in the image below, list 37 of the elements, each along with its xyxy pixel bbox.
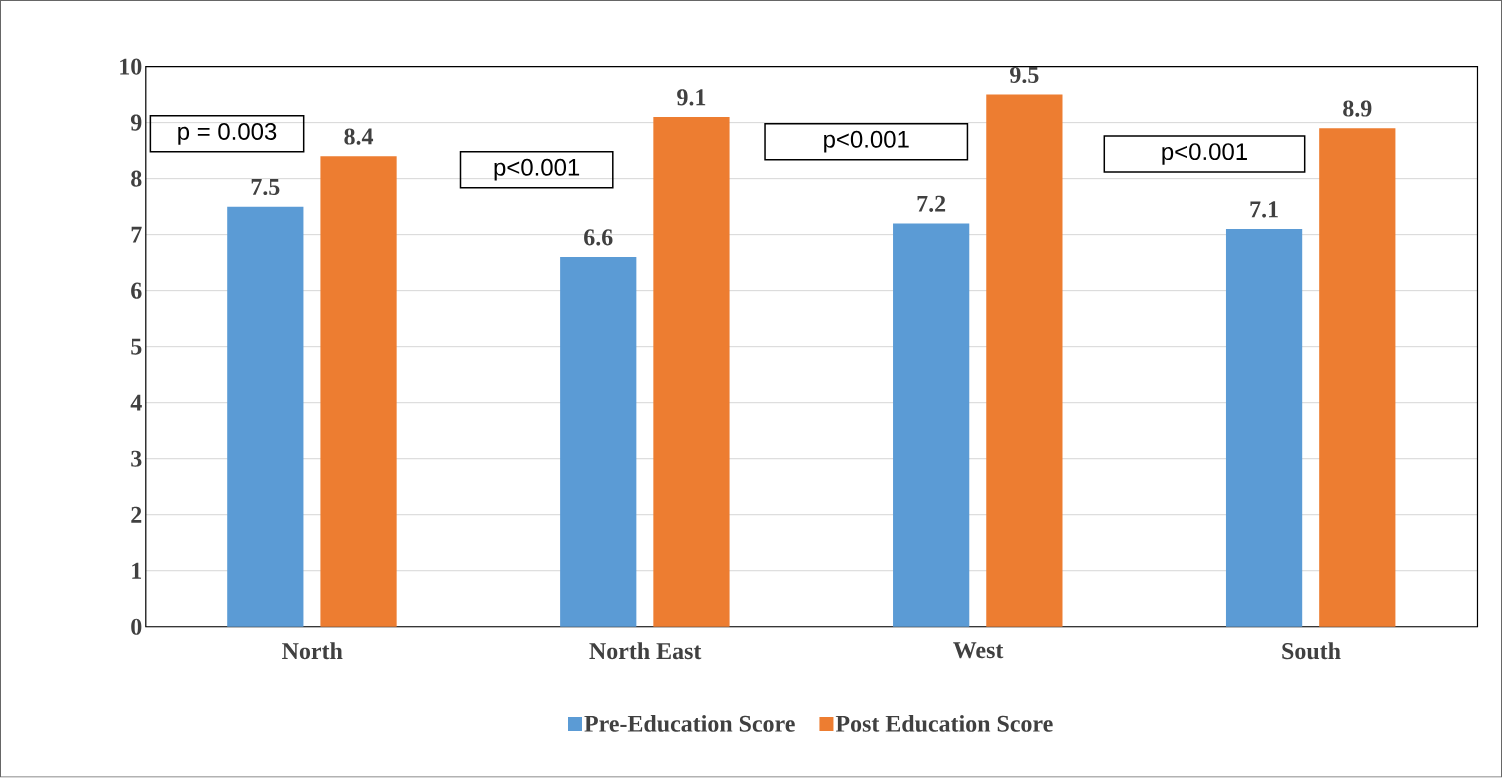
bar bbox=[560, 257, 637, 627]
bar bbox=[320, 156, 397, 627]
data-label: 7.5 bbox=[251, 179, 280, 196]
y-tick-label: 0 bbox=[131, 618, 142, 636]
legend-label: Pre-Education Score bbox=[584, 715, 795, 733]
x-tick-label: West bbox=[953, 642, 1004, 659]
data-label: 8.4 bbox=[344, 128, 374, 145]
y-tick-label: 1 bbox=[132, 563, 142, 579]
data-label: 9.1 bbox=[677, 89, 706, 106]
annotation: p<0.001 bbox=[824, 131, 909, 153]
y-tick-label: 4 bbox=[130, 395, 142, 411]
y-tick-label: 6 bbox=[131, 282, 142, 299]
annotation: p<0.001 bbox=[494, 159, 580, 181]
annotation: p<0.001 bbox=[1162, 143, 1247, 166]
y-tick-label: 8 bbox=[131, 170, 142, 187]
legend-label: Post Education Score bbox=[835, 715, 1053, 733]
data-label: 6.6 bbox=[584, 229, 613, 246]
x-tick-label: North bbox=[282, 642, 343, 660]
data-label: 8.9 bbox=[1343, 100, 1372, 117]
bar bbox=[1319, 128, 1396, 627]
bar bbox=[893, 223, 970, 627]
x-tick-label: North East bbox=[589, 642, 702, 660]
data-label: 7.1 bbox=[1250, 201, 1278, 218]
y-tick-label: 10 bbox=[120, 58, 142, 75]
data-label: 9.5 bbox=[1010, 67, 1039, 84]
bar bbox=[653, 117, 730, 627]
bar bbox=[986, 94, 1063, 627]
annotation: p = 0.003 bbox=[178, 123, 277, 145]
y-tick-label: 5 bbox=[131, 338, 142, 355]
y-tick-label: 3 bbox=[131, 450, 142, 467]
y-tick-label: 2 bbox=[131, 507, 142, 523]
y-tick-label: 9 bbox=[130, 114, 142, 131]
x-tick-label: South bbox=[1282, 642, 1341, 660]
y-tick-label: 7 bbox=[131, 227, 142, 243]
bar bbox=[1225, 229, 1303, 627]
data-label: 7.2 bbox=[917, 195, 946, 213]
bar bbox=[227, 206, 304, 627]
